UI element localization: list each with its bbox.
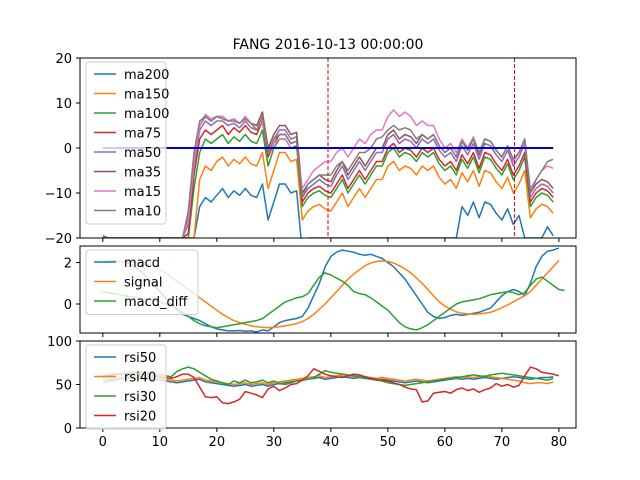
rsi-series-rsi50 [102, 375, 554, 387]
rsi-ytick-label: 50 [55, 379, 72, 394]
macd-legend-label-signal: signal [124, 276, 162, 291]
macd-ytick-label: 0 [64, 298, 72, 313]
ma-plot-area [102, 58, 554, 238]
ma-legend-label-ma50: ma50 [124, 146, 161, 161]
ma-legend-label-ma75: ma75 [124, 127, 161, 142]
rsi-series-rsi20 [102, 366, 560, 405]
ma-legend: ma200 ma150 ma100 ma75 ma50 ma35 ma15 ma10 [85, 61, 169, 225]
xtick-label: 70 [494, 435, 511, 450]
macd-legend-label-macd_diff: macd_diff [124, 295, 188, 310]
rsi-legend-label-rsi20: rsi20 [124, 410, 156, 425]
rsi-legend: rsi50 rsi40 rsi30 rsi20 [85, 344, 167, 430]
rsi-series-rsi40 [102, 374, 554, 386]
macd-legend-box [85, 249, 199, 315]
xtick-label: 40 [323, 435, 340, 450]
rsi-series-rsi30 [102, 366, 554, 387]
ma-series-ma200 [102, 183, 554, 238]
ma-legend-label-ma10: ma10 [124, 205, 161, 220]
rsi-legend-label-rsi30: rsi30 [124, 390, 156, 405]
xtick-label: 80 [551, 435, 568, 450]
ma-ytick-label: −20 [45, 232, 72, 247]
xtick-label: 20 [209, 435, 226, 450]
rsi-legend-label-rsi50: rsi50 [124, 351, 156, 366]
ma-legend-label-ma35: ma35 [124, 166, 161, 181]
ma-ytick-label: 20 [55, 52, 72, 67]
macd-ytick-label: 2 [64, 257, 72, 272]
xtick-label: 60 [437, 435, 454, 450]
ma-legend-label-ma150: ma150 [124, 88, 169, 103]
macd-legend-label-macd: macd [124, 256, 160, 271]
chart-panels: 20100−10−20ma200ma150ma100ma75ma50ma35ma… [45, 52, 577, 450]
rsi-ytick-label: 0 [64, 422, 72, 437]
macd-axes-frame [79, 245, 577, 334]
ma-legend-label-ma15: ma15 [124, 185, 161, 200]
ma-ytick-label: −10 [45, 187, 72, 202]
ma-panel: 20100−10−20ma200ma150ma100ma75ma50ma35ma… [45, 52, 577, 247]
ma-ytick-label: 0 [64, 142, 72, 157]
rsi-legend-box [85, 344, 167, 430]
macd-panel: 2 0 macd signal macd_diff [64, 245, 577, 337]
rsi-legend-label-rsi40: rsi40 [124, 371, 156, 386]
chart-title: FANG 2016-10-13 00:00:00 [233, 37, 424, 53]
xtick-label: 10 [152, 435, 169, 450]
ma-legend-label-ma100: ma100 [124, 107, 169, 122]
ma-legend-label-ma200: ma200 [124, 68, 169, 83]
ma-ytick-label: 10 [55, 97, 72, 112]
rsi-plot-area [102, 366, 560, 405]
xtick-label: 30 [266, 435, 283, 450]
macd-legend: macd signal macd_diff [85, 249, 199, 315]
xtick-label: 50 [380, 435, 397, 450]
xtick-label: 0 [99, 435, 107, 450]
rsi-ytick-label: 100 [47, 335, 72, 350]
ma-legend-box [85, 61, 167, 225]
